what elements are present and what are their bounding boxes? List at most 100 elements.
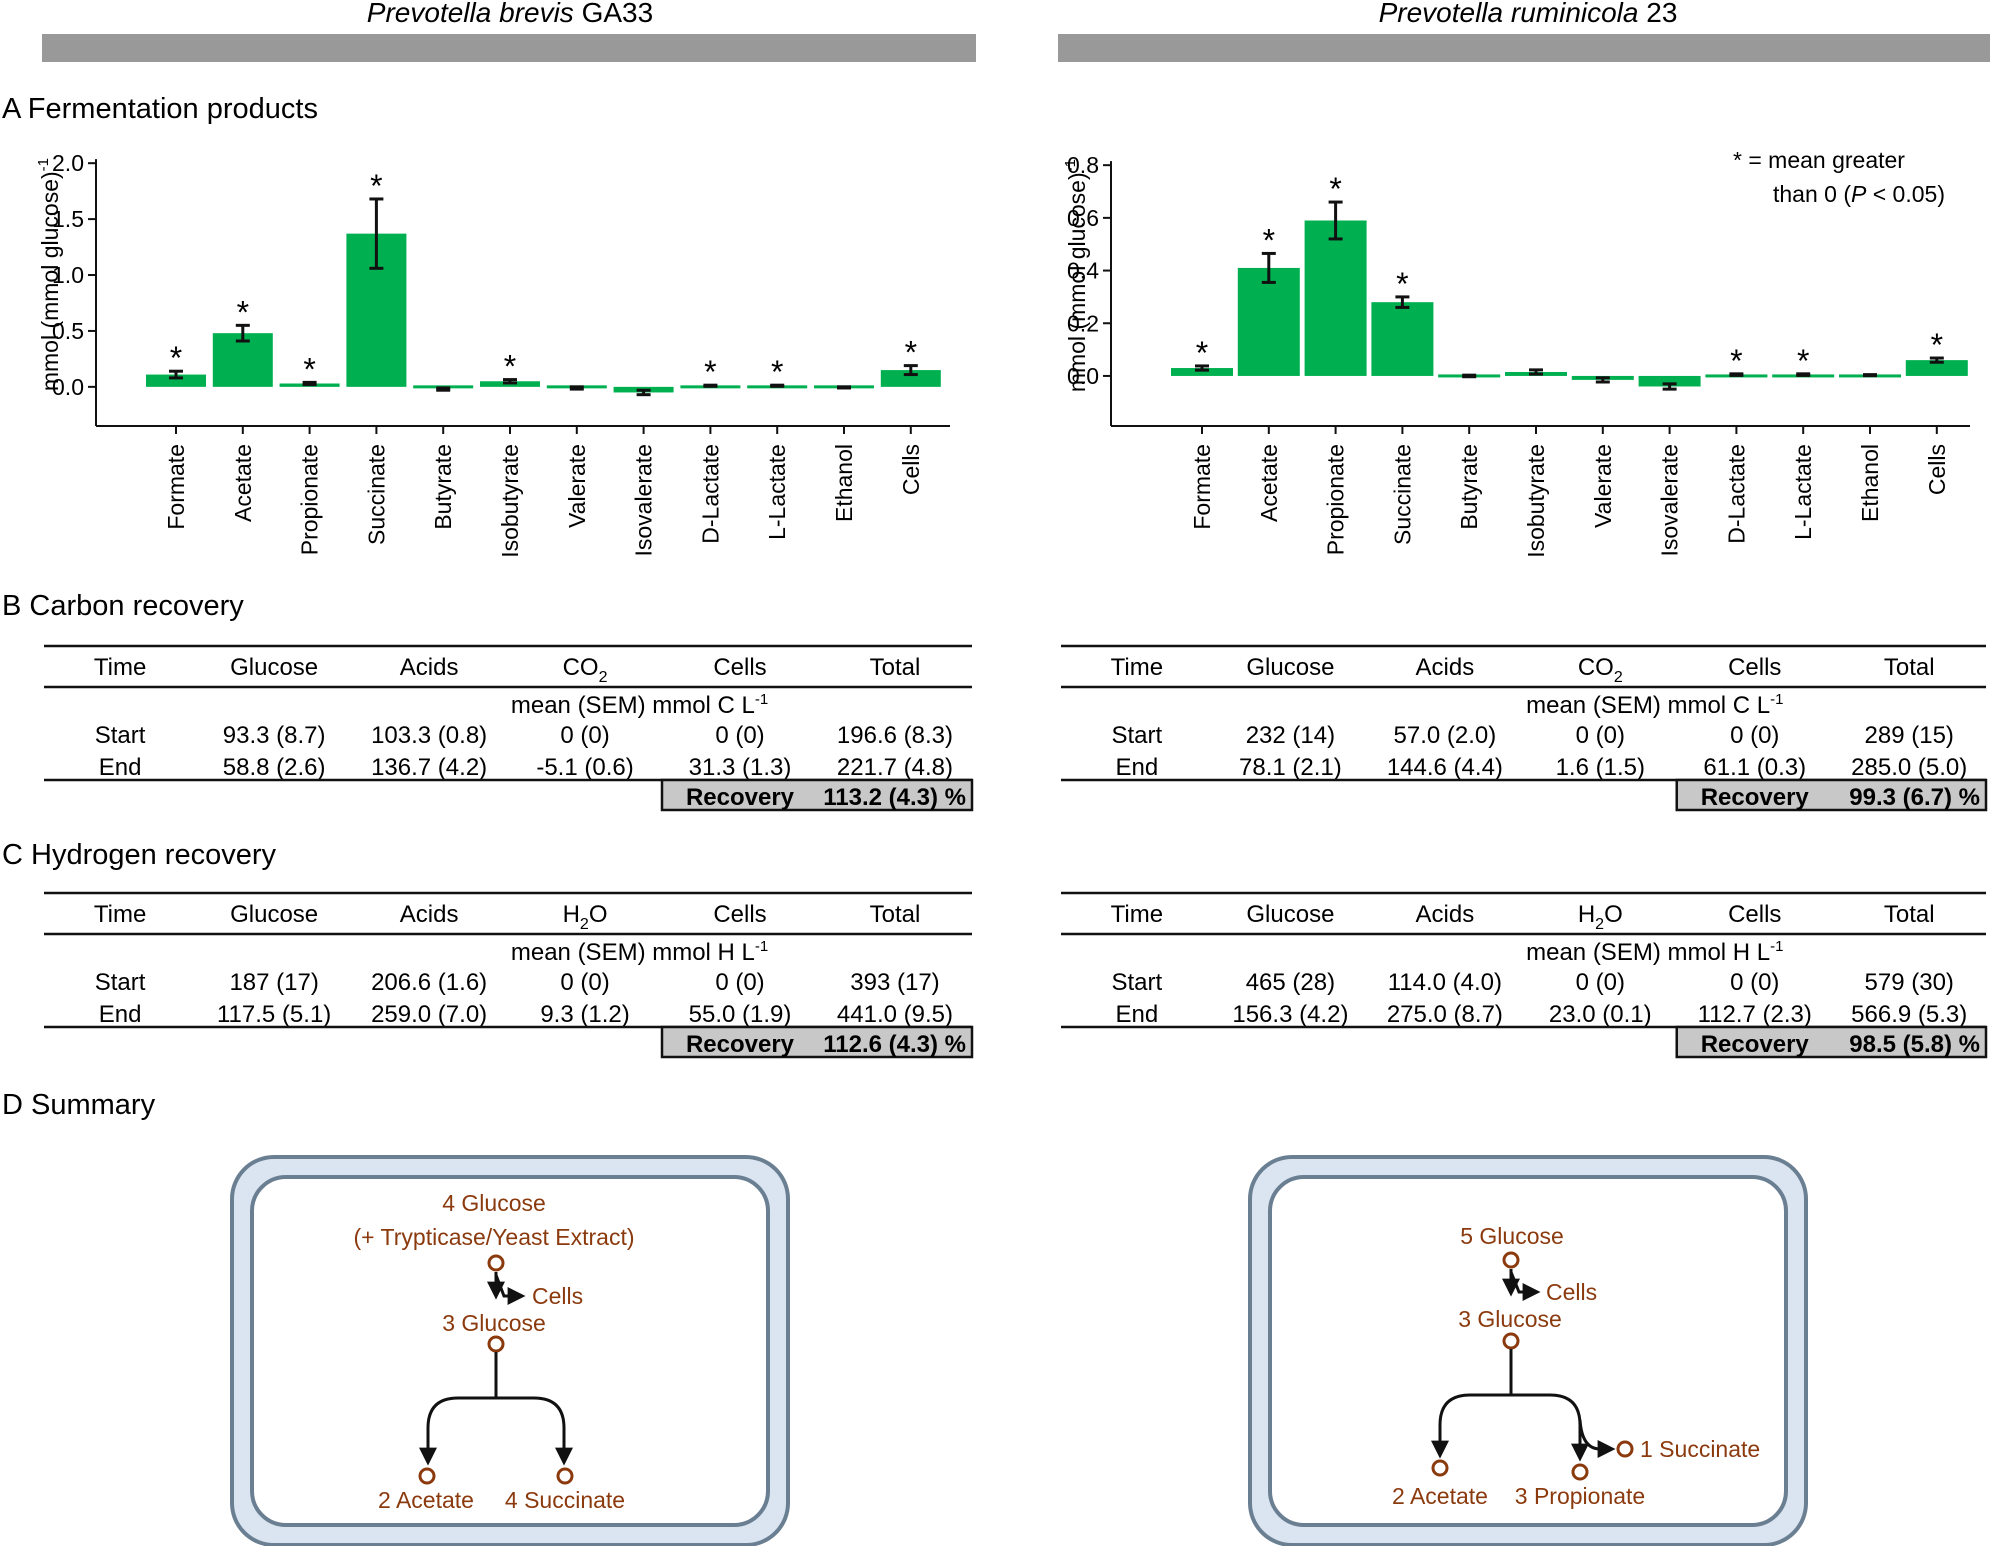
significance-star: *: [1931, 327, 1943, 363]
table-cell: 57.0 (2.0): [1394, 722, 1497, 749]
table-cell: 93.3 (8.7): [223, 722, 326, 749]
glucose-mid-label: 3 Glucose: [442, 1310, 546, 1336]
legend-line2-post: < 0.05): [1866, 181, 1945, 207]
section-label-c: C Hydrogen recovery: [2, 839, 276, 871]
y-tick-label: 1.5: [52, 206, 84, 232]
significance-star: *: [704, 354, 716, 390]
metabolite-node: [487, 1335, 505, 1353]
table-cell: 275.0 (8.7): [1387, 1001, 1503, 1028]
table-header-cell: Cells: [713, 901, 766, 928]
product-acetate-label: 2 Acetate: [1392, 1483, 1488, 1509]
flux-arrow-cells: [1509, 1271, 1541, 1301]
table-header-cell: Acids: [1416, 901, 1475, 928]
bar-formate: [1171, 368, 1233, 376]
recovery-label: Recovery: [686, 784, 795, 811]
x-tick-label: L-Lactate: [1790, 444, 1816, 540]
y-tick-label: 0.8: [1067, 152, 1099, 178]
table-header-cell: Glucose: [1246, 654, 1334, 681]
flux-arrow-succinate: [496, 1396, 573, 1466]
table-header-cell: Glucose: [230, 901, 318, 928]
x-tick-label: Isovalerate: [631, 444, 657, 557]
table-header-cell: Time: [94, 654, 146, 681]
table-cell: 259.0 (7.0): [371, 1001, 487, 1028]
metabolite-node: [1571, 1463, 1589, 1481]
table-header-cell: Total: [1884, 901, 1935, 928]
table-unit-row: mean (SEM) mmol H L-1: [511, 938, 768, 966]
recovery-value: 99.3 (6.7) %: [1849, 784, 1980, 811]
table-header-cell: Cells: [1728, 654, 1781, 681]
table-header-cell: Glucose: [1246, 901, 1334, 928]
metabolite-node: [1502, 1251, 1520, 1269]
table-cell: 0 (0): [715, 969, 764, 996]
table-cell: End: [1115, 1001, 1158, 1028]
metabolite-node: [1431, 1459, 1449, 1477]
table-cell: 156.3 (4.2): [1232, 1001, 1348, 1028]
legend-line2-pre: than 0 (: [1773, 181, 1851, 207]
x-tick-label: Succinate: [1389, 444, 1415, 545]
glucose-mid-label: 3 Glucose: [1458, 1306, 1562, 1332]
recovery-label: Recovery: [1701, 784, 1810, 811]
table-cell: End: [99, 1001, 142, 1028]
hydrogen-recovery-table-brevis: Time Glucose Acids H2O Cells Total mean (SEM) …: [44, 891, 974, 1059]
y-axis-label: mmol (mmol glucose)-1: [35, 158, 63, 391]
species-epithet: ruminicola: [1511, 0, 1639, 28]
species-header-right: Prevotella ruminicola 23: [1058, 0, 1990, 62]
carbon-recovery-table-ruminicola: Time Glucose Acids CO2 Cells Total mean (SEM) …: [1061, 644, 1988, 812]
table-header-cell: Glucose: [230, 654, 318, 681]
species-header-left: Prevotella brevis GA33: [42, 0, 976, 62]
x-tick-label: L-Lactate: [764, 444, 790, 540]
y-tick-label: 1.0: [52, 262, 84, 288]
table-cell: Start: [1112, 969, 1163, 996]
table-unit-row: mean (SEM) mmol H L-1: [1526, 938, 1783, 966]
table-cell: 144.6 (4.4): [1387, 754, 1503, 781]
significance-star: *: [905, 335, 917, 371]
glucose-input-label: 5 Glucose: [1460, 1223, 1564, 1249]
table-cell: 579 (30): [1865, 969, 1954, 996]
svg-text:Prevotella brevis: Prevotella brevis GA33: [367, 0, 653, 28]
product-propionate-label: 3 Propionate: [1515, 1483, 1645, 1509]
x-tick-label: Isovalerate: [1657, 444, 1683, 557]
product-acetate-label: 2 Acetate: [378, 1487, 474, 1513]
table-cell: End: [99, 754, 142, 781]
table-header-cell: H2O: [563, 901, 608, 933]
species-bar: [42, 34, 976, 62]
table-cell: 187 (17): [229, 969, 318, 996]
table-cell: 0 (0): [560, 722, 609, 749]
metabolite-node: [1502, 1332, 1520, 1350]
recovery-value: 98.5 (5.8) %: [1849, 1031, 1980, 1058]
y-tick-label: 0.6: [1067, 205, 1099, 231]
significance-star: *: [771, 354, 783, 390]
svg-text:Prevotella ruminicola: Prevotella ruminicola 23: [1379, 0, 1678, 28]
bar-formate: [146, 374, 206, 387]
significance-star: *: [504, 349, 516, 385]
table-cell: 112.7 (2.3): [1698, 1001, 1812, 1028]
y-tick-label: 0.4: [1067, 258, 1099, 284]
table-cell: 441.0 (9.5): [837, 1001, 953, 1028]
legend-line1: * = mean greater: [1733, 147, 1905, 173]
species-strain: GA33: [582, 0, 654, 28]
carbon-recovery-table-brevis: Time Glucose Acids CO2 Cells Total mean (SEM) …: [44, 644, 974, 812]
x-tick-label: Formate: [1189, 444, 1215, 530]
x-tick-label: Succinate: [363, 444, 389, 545]
y-axis-label: mmol (mmol glucose)-1: [1062, 159, 1090, 392]
x-tick-label: Propionate: [297, 444, 323, 555]
metabolite-node: [556, 1467, 574, 1485]
flux-arrow-acetate: [419, 1396, 496, 1466]
x-tick-label: Formate: [163, 444, 189, 530]
bar-acetate: [1237, 267, 1300, 376]
table-cell: 0 (0): [560, 969, 609, 996]
table-cell: 114.0 (4.0): [1388, 969, 1502, 996]
x-tick-label: Acetate: [1256, 444, 1282, 522]
table-cell: 55.0 (1.9): [689, 1001, 792, 1028]
table-cell: 23.0 (0.1): [1549, 1001, 1652, 1028]
x-tick-label: Cells: [898, 444, 924, 495]
y-tick-label: 0.2: [1067, 310, 1099, 336]
y-tick-label: 0.0: [1067, 363, 1099, 389]
x-tick-label: Butyrate: [430, 444, 456, 530]
table-cell: 232 (14): [1246, 722, 1335, 749]
significance-star: *: [1263, 222, 1275, 258]
table-cell: 285.0 (5.0): [1851, 754, 1967, 781]
recovery-label: Recovery: [686, 1031, 795, 1058]
product-succinate-label: 1 Succinate: [1640, 1436, 1760, 1462]
